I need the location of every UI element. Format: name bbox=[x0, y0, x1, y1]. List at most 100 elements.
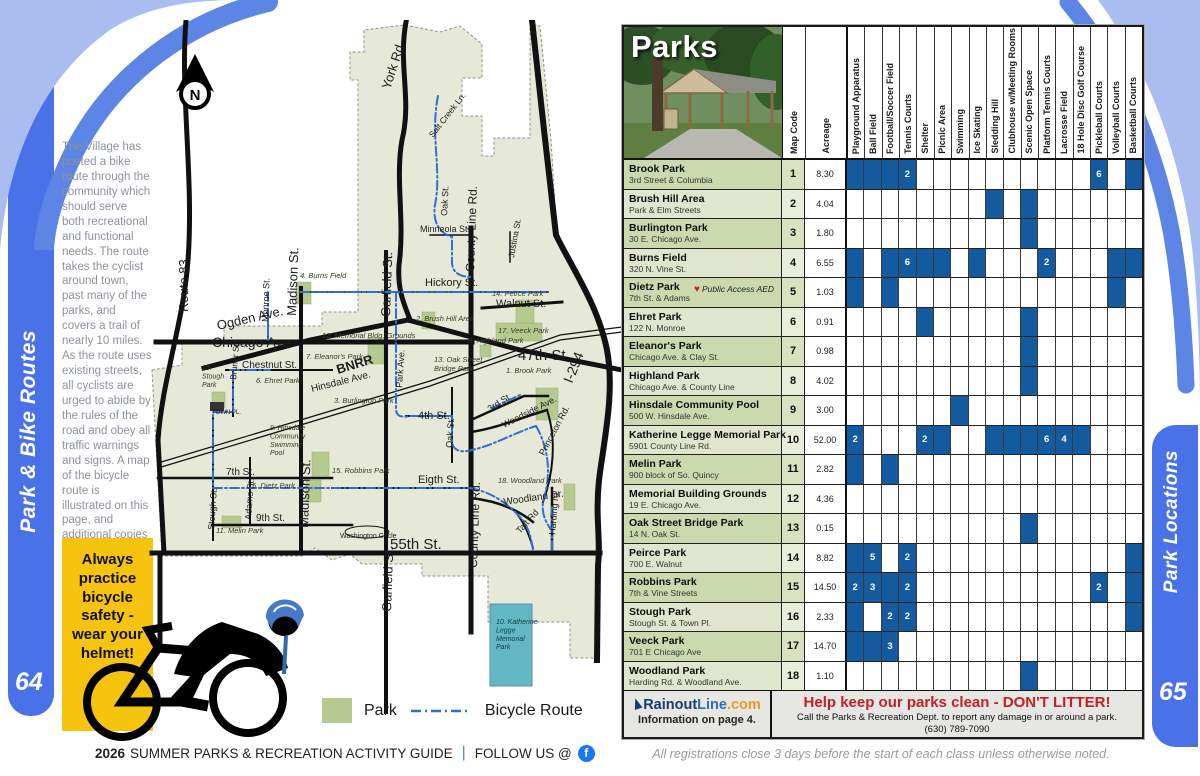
amenity-cell bbox=[1021, 573, 1039, 602]
facebook-icon[interactable]: f bbox=[577, 744, 595, 762]
amenity-cell bbox=[899, 425, 917, 454]
column-header-swimming: Swimming bbox=[952, 27, 970, 158]
amenity-cell bbox=[1038, 632, 1056, 661]
amenity-cell bbox=[1108, 514, 1126, 543]
amenity-cell bbox=[1108, 484, 1126, 513]
amenity-cell bbox=[968, 602, 987, 631]
amenity-cell bbox=[1073, 543, 1091, 572]
amenity-cell bbox=[986, 278, 1004, 307]
column-header-pickleball-courts: Pickleball Courts bbox=[1091, 27, 1109, 158]
amenity-cell bbox=[1108, 366, 1126, 395]
amenity-cell bbox=[1003, 455, 1022, 484]
amenity-cell bbox=[986, 484, 1004, 513]
column-header-shelter: Shelter bbox=[917, 27, 935, 158]
amenity-cell bbox=[899, 632, 917, 661]
amenity-cell bbox=[1108, 661, 1126, 690]
parks-amenities-panel: Parks Map Code Acreage Playground Apparatu… bbox=[622, 25, 1144, 739]
amenity-cell bbox=[968, 248, 987, 277]
amenity-cell bbox=[1108, 337, 1126, 366]
amenity-cell bbox=[1073, 514, 1091, 543]
park-name-cell: Brush Hill Area Park & Elm Streets bbox=[624, 189, 782, 218]
park-label: 18. Woodland Park bbox=[498, 476, 563, 485]
amenity-cell bbox=[1073, 425, 1091, 454]
amenity-cell bbox=[899, 484, 917, 513]
parks-table-body: Brook Park 3rd Street & Columbia 1 8.30 2 6 Br… bbox=[624, 160, 1142, 690]
amenity-cell bbox=[881, 543, 900, 572]
park-address: Chicago Ave. & County Line bbox=[629, 381, 735, 392]
amenity-cell bbox=[951, 514, 969, 543]
amenity-cell bbox=[1108, 396, 1126, 425]
amenity-cell bbox=[1125, 455, 1142, 484]
raindrop-icon bbox=[631, 697, 643, 710]
park-name: Melin Park bbox=[629, 458, 682, 470]
right-page-tab-band bbox=[1152, 425, 1198, 747]
rainoutline-logo[interactable]: RainoutLine.com bbox=[624, 697, 770, 713]
bicycle-route-legend-line bbox=[410, 709, 471, 712]
amenity-cell bbox=[934, 573, 952, 602]
acreage-cell: 0.91 bbox=[805, 307, 847, 336]
park-address: 14 N. Oak St. bbox=[629, 529, 681, 540]
park-name: Katherine Legge Memorial Park bbox=[629, 428, 786, 441]
amenity-cell bbox=[968, 189, 987, 218]
amenity-cell bbox=[847, 396, 865, 425]
amenity-cell bbox=[1003, 189, 1022, 218]
amenity-cell: 2 bbox=[899, 543, 917, 572]
amenity-cell bbox=[864, 602, 882, 631]
amenity-cell bbox=[916, 219, 935, 248]
amenity-cell bbox=[1055, 307, 1074, 336]
amenity-cell bbox=[934, 484, 952, 513]
amenity-cell bbox=[934, 425, 952, 454]
street-label: Madison St. bbox=[296, 459, 313, 528]
amenity-cell bbox=[864, 219, 882, 248]
page-number-right: 65 bbox=[1159, 678, 1187, 706]
amenity-cell bbox=[1021, 632, 1039, 661]
amenity-cell: 5 bbox=[864, 543, 882, 572]
amenity-cell bbox=[1038, 484, 1056, 513]
amenity-cell bbox=[847, 248, 865, 277]
park-address: 320 N. Vine St. bbox=[629, 263, 687, 274]
amenity-cell: 4 bbox=[1055, 425, 1074, 454]
column-header-map-code: Map Code bbox=[783, 27, 806, 158]
acreage-cell: 0.98 bbox=[805, 337, 847, 366]
amenity-cell bbox=[1073, 484, 1091, 513]
amenity-cell bbox=[864, 307, 882, 336]
amenity-cell bbox=[1073, 661, 1091, 690]
amenity-cell bbox=[1125, 396, 1142, 425]
amenity-cell bbox=[864, 396, 882, 425]
amenity-cell bbox=[881, 248, 900, 277]
column-header-ice-skating: Ice Skating bbox=[969, 27, 987, 158]
amenity-cell bbox=[934, 661, 952, 690]
park-legend-label: Park bbox=[364, 701, 397, 719]
column-header-clubhouse-w-meeting-rooms: Clubhouse w/Meeting Rooms bbox=[1004, 27, 1022, 158]
column-header-18-hole-disc-golf-course: 18 Hole Disc Golf Course bbox=[1073, 27, 1092, 158]
map-code-cell: 4 bbox=[782, 248, 805, 277]
park-legend-swatch bbox=[322, 698, 352, 723]
map-code-cell: 18 bbox=[782, 661, 805, 690]
amenity-cell bbox=[916, 632, 935, 661]
amenity-cell bbox=[916, 248, 935, 277]
safety-message: Always practice bicycle safety - wear yo… bbox=[72, 551, 143, 662]
amenity-cell bbox=[1055, 543, 1074, 572]
amenity-cell bbox=[1038, 396, 1056, 425]
street-label: Chestnut St. bbox=[242, 360, 297, 371]
amenity-cell bbox=[1003, 543, 1022, 572]
park-map-labels: 4. Burns Field 14. Peirce Park 2. Brush Hi… bbox=[202, 271, 563, 651]
amenity-cell bbox=[1125, 573, 1142, 602]
amenity-cell bbox=[1003, 160, 1022, 189]
park-name-cell: Eleanor's Park Chicago Ave. & Clay St. bbox=[624, 337, 782, 366]
amenity-cell bbox=[934, 396, 952, 425]
amenity-cell bbox=[986, 189, 1004, 218]
amenity-cell bbox=[951, 160, 969, 189]
park-name-cell: Robbins Park 7th & Vine Streets bbox=[624, 573, 782, 602]
park-address: 30 E. Chicago Ave. bbox=[629, 234, 702, 245]
amenity-cell bbox=[847, 455, 865, 484]
amenity-cell bbox=[1038, 366, 1056, 395]
column-header-volleyball-courts: Volleyball Courts bbox=[1108, 27, 1126, 158]
left-tab-label: Park & Bike Routes bbox=[17, 330, 40, 533]
amenity-cell bbox=[1055, 337, 1074, 366]
street-label: Washington Circle bbox=[340, 533, 397, 540]
amenity-cell bbox=[1108, 602, 1126, 631]
amenity-cell bbox=[1108, 425, 1126, 454]
amenity-cell bbox=[1090, 661, 1109, 690]
park-label: 1. Brook Park bbox=[506, 366, 553, 375]
